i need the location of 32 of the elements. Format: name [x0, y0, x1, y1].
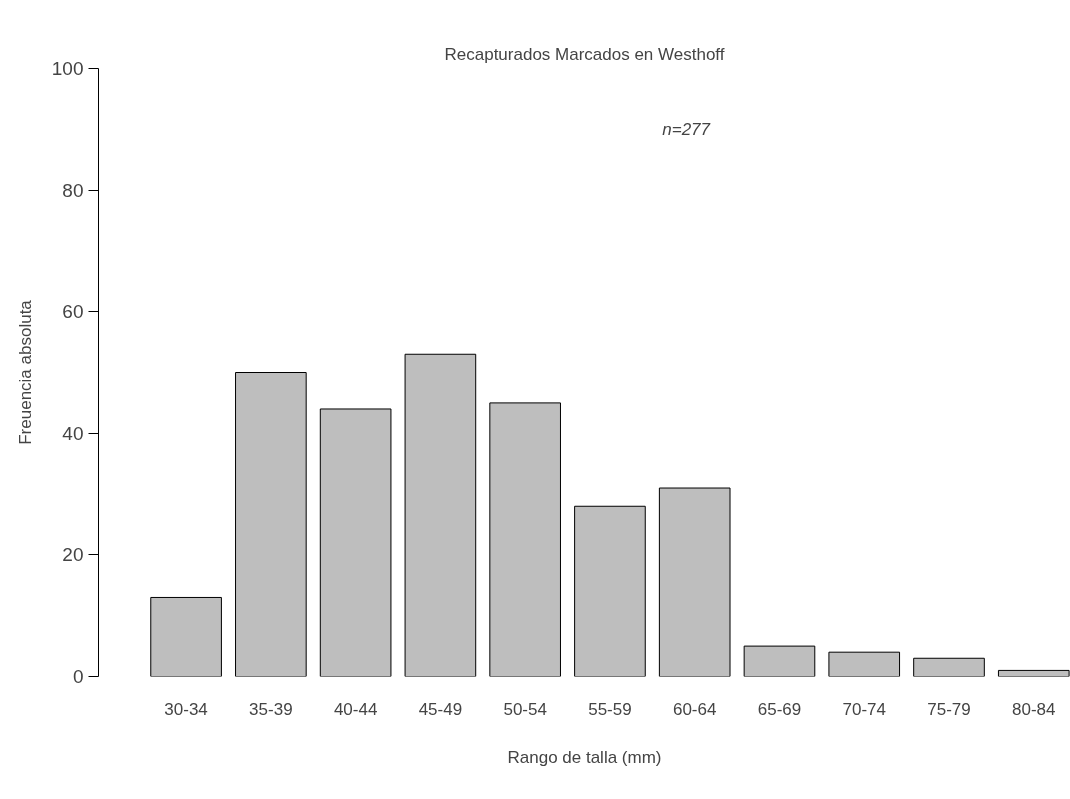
y-tick-label: 0 [72, 666, 84, 687]
x-tick-label: 75-79 [927, 699, 971, 719]
x-tick-label: 45-49 [418, 699, 463, 719]
x-tick-label: 60-64 [672, 699, 717, 719]
x-axis-title: Rango de talla (mm) [507, 747, 662, 767]
bar [828, 651, 901, 677]
bar [404, 353, 477, 677]
bar [150, 596, 222, 677]
bar [489, 402, 561, 677]
x-tick-label: 30-34 [164, 699, 208, 719]
x-tick-label: 80-84 [1012, 699, 1056, 719]
bar [235, 372, 307, 677]
bar [658, 487, 731, 677]
y-tick-label: 20 [62, 544, 84, 566]
chart-title: Recapturados Marcados en Westhoff [444, 44, 725, 64]
x-tick-label: 40-44 [333, 699, 378, 719]
y-tick-label: 80 [62, 179, 84, 201]
y-tick-label: 100 [51, 58, 84, 79]
x-tick-label: 50-54 [503, 699, 547, 719]
bar [574, 505, 646, 677]
bar [913, 657, 985, 677]
x-tick-label: 35-39 [249, 699, 293, 719]
x-tick-label: 65-69 [757, 699, 802, 719]
y-tick-label: 40 [62, 422, 84, 444]
x-tick-label: 70-74 [842, 699, 886, 719]
annotation: n=277 [662, 119, 711, 139]
y-tick-label: 60 [62, 301, 84, 323]
x-tick-label: 55-59 [588, 699, 632, 719]
bar [997, 669, 1070, 677]
bar [743, 645, 816, 677]
bar [319, 408, 392, 677]
y-axis-title: Freuencia absoluta [15, 299, 35, 445]
